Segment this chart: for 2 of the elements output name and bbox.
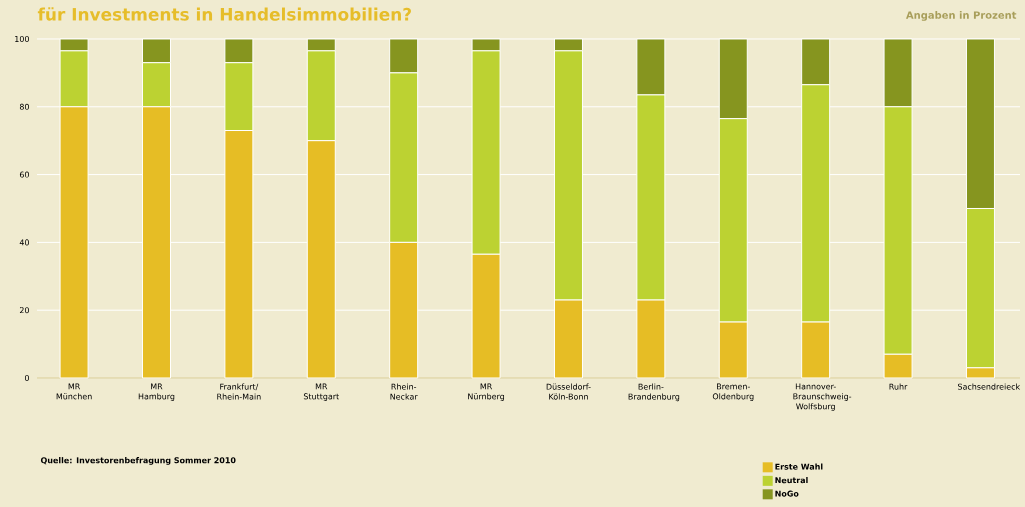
- chart-subtitle: Angaben in Prozent: [905, 11, 1017, 21]
- chart-title: für Investments in Handelsimmobilien?: [37, 7, 411, 21]
